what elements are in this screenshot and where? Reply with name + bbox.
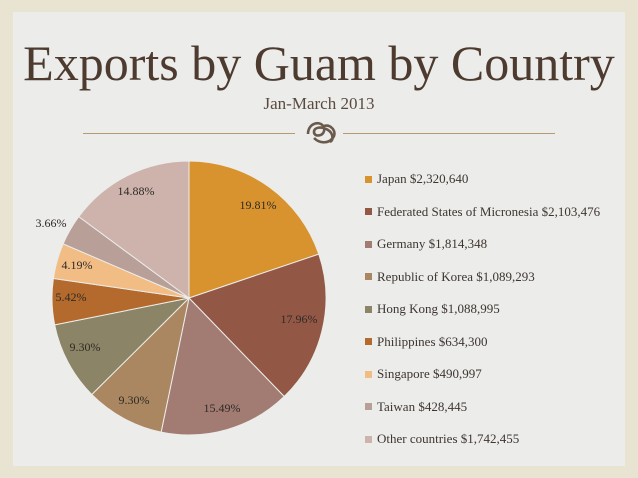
slice-percent-label: 3.66% [36,216,67,230]
divider-right [343,133,555,134]
pie-slice-2 [188,253,327,398]
chart-title: Exports by Guam by Country [23,35,615,91]
slice-percent-label: 19.81% [240,198,277,212]
slice-percent-label: 17.96% [281,312,318,326]
legend-swatch [365,435,372,443]
legend-item: Japan $2,320,640 [365,163,600,196]
legend-label: Hong Kong $1,088,995 [377,301,500,317]
legend-swatch [365,175,372,183]
legend-item: Singapore $490,997 [365,358,600,391]
legend-label: Taiwan $428,445 [377,398,468,414]
legend-label: Philippines $634,300 [377,333,488,349]
flourish-ornament-icon [306,121,336,144]
legend-label: Germany $1,814,348 [377,236,488,252]
legend-swatch [365,208,372,216]
divider-left [83,133,295,134]
legend-swatch [365,305,372,313]
legend-label: Republic of Korea $1,089,293 [377,268,535,284]
legend-item: Federated States of Micronesia $2,103,47… [365,196,600,229]
legend-item: Other countries $1,742,455 [365,423,600,456]
legend-item: Taiwan $428,445 [365,391,600,424]
legend-label: Japan $2,320,640 [377,171,469,187]
pie-slice-3 [160,296,285,436]
legend-item: Germany $1,814,348 [365,228,600,261]
slice-percent-label: 4.19% [62,258,93,272]
pie-slice-5 [54,297,191,396]
legend-swatch [365,403,372,411]
legend-item: Republic of Korea $1,089,293 [365,261,600,294]
slice-percent-label: 9.30% [70,340,101,354]
pie-slice-9 [78,160,190,299]
legend-item: Hong Kong $1,088,995 [365,293,600,326]
chart-subtitle: Jan-March 2013 [263,94,375,113]
slice-percent-label: 15.49% [204,401,241,415]
legend-item: Philippines $634,300 [365,326,600,359]
legend-swatch [365,338,372,346]
slice-percent-label: 5.42% [56,290,87,304]
pie-slice-1 [188,160,320,299]
legend: Japan $2,320,640 Federated States of Micr… [365,163,600,456]
legend-swatch [365,273,372,281]
legend-label: Federated States of Micronesia $2,103,47… [377,203,601,219]
pie-slice-4 [91,296,190,433]
legend-label: Other countries $1,742,455 [377,431,520,447]
legend-swatch [365,370,372,378]
slice-percent-label: 9.30% [119,393,150,407]
legend-swatch [365,240,372,248]
legend-label: Singapore $490,997 [377,366,482,382]
slice-percent-label: 14.88% [118,184,155,198]
